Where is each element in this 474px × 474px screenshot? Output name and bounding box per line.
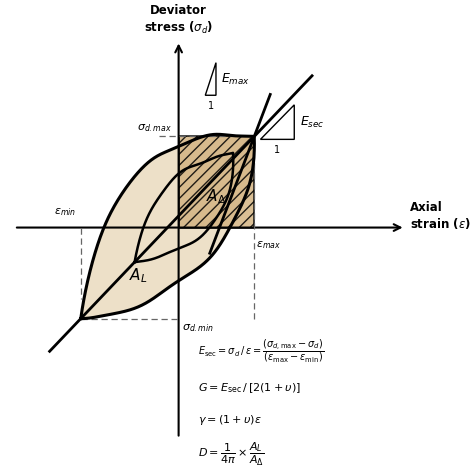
Polygon shape: [179, 137, 254, 228]
Text: $G=E_{\rm sec}\,/\,\left[2(1+\upsilon)\right]$: $G=E_{\rm sec}\,/\,\left[2(1+\upsilon)\r…: [198, 381, 301, 395]
Text: $A_L$: $A_L$: [129, 266, 148, 285]
Text: $\gamma=(1+\upsilon)\varepsilon$: $\gamma=(1+\upsilon)\varepsilon$: [198, 412, 262, 427]
Text: 1: 1: [208, 101, 214, 111]
Polygon shape: [81, 134, 255, 319]
Text: $\sigma_{d.min}$: $\sigma_{d.min}$: [182, 322, 214, 334]
Text: $\varepsilon_{min}$: $\varepsilon_{min}$: [54, 206, 76, 218]
Text: $E_{sec}$: $E_{sec}$: [300, 115, 324, 130]
Text: Deviator
stress ($\sigma_d$): Deviator stress ($\sigma_d$): [144, 4, 213, 36]
Text: $A_\Delta$: $A_\Delta$: [206, 188, 226, 206]
Text: $\sigma_{d.max}$: $\sigma_{d.max}$: [137, 122, 173, 134]
Text: 1: 1: [274, 145, 281, 155]
Text: $E_{\rm sec}=\sigma_d\,/\,\varepsilon=\dfrac{\left(\sigma_{d,\max}-\sigma_d\righ: $E_{\rm sec}=\sigma_d\,/\,\varepsilon=\d…: [198, 338, 324, 365]
Text: Axial
strain ($\varepsilon$): Axial strain ($\varepsilon$): [410, 201, 471, 231]
Text: $E_{max}$: $E_{max}$: [221, 72, 250, 87]
Text: $\varepsilon_{max}$: $\varepsilon_{max}$: [256, 239, 281, 251]
Text: $D=\dfrac{1}{4\pi}\times\dfrac{A_L}{A_\Delta}$: $D=\dfrac{1}{4\pi}\times\dfrac{A_L}{A_\D…: [198, 441, 264, 468]
